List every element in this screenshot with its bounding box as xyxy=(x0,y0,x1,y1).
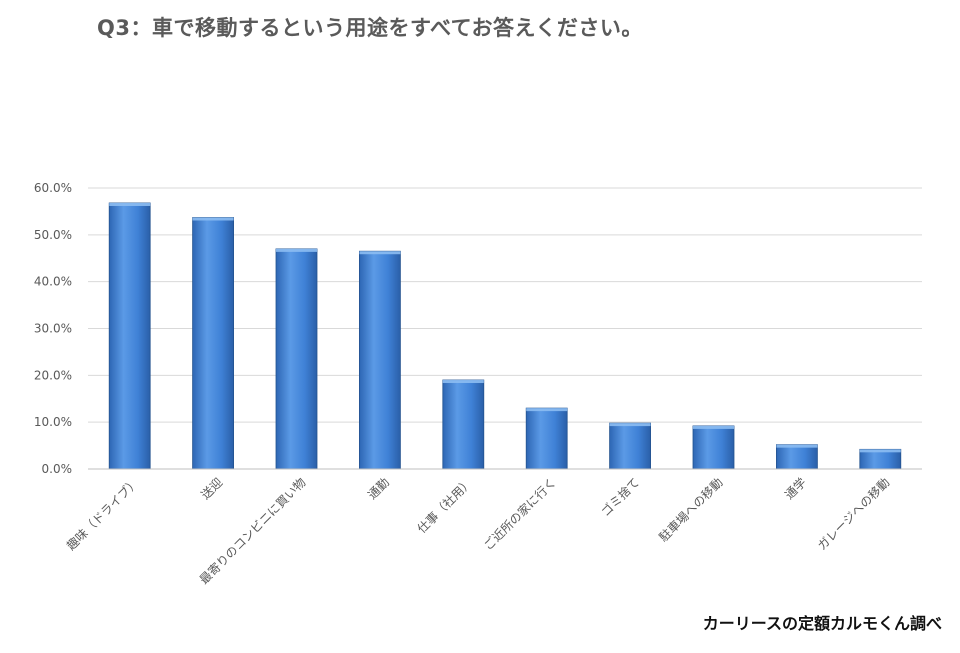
bar-rect xyxy=(692,425,735,470)
bar-top-highlight xyxy=(609,423,651,427)
bar-rect xyxy=(525,407,568,470)
x-category-label: 通勤 xyxy=(365,475,392,502)
y-tick-label: 50.0% xyxy=(34,228,72,242)
bar-top-highlight xyxy=(776,444,818,448)
source-credit: カーリースの定額カルモくん調べ xyxy=(702,614,942,633)
x-category-label: 駐車場への移動 xyxy=(656,475,726,545)
bar xyxy=(525,407,568,470)
bar-top-highlight xyxy=(693,425,734,429)
bar xyxy=(692,425,735,470)
bar-top-highlight xyxy=(526,408,568,412)
bar-rect xyxy=(358,250,401,470)
y-tick-label: 60.0% xyxy=(34,181,72,195)
bar-top-highlight xyxy=(276,248,317,252)
bar xyxy=(275,248,318,470)
bar-rect xyxy=(609,422,651,470)
bar-rect xyxy=(192,217,235,470)
bar-rect xyxy=(442,379,485,470)
y-axis-tick-labels: 0.0% 10.0% 20.0% 30.0% 40.0% 50.0% 60.0% xyxy=(34,181,72,476)
bar-top-highlight xyxy=(192,217,234,221)
y-tick-label: 20.0% xyxy=(34,368,72,382)
y-tick-label: 10.0% xyxy=(34,415,72,429)
bar-rect xyxy=(776,444,818,470)
bar xyxy=(859,448,902,470)
x-category-label: ご近所の家に行く xyxy=(480,475,558,553)
x-category-label: 通学 xyxy=(781,475,809,503)
x-category-label: 仕事（社用） xyxy=(414,475,476,537)
bar-rect xyxy=(108,202,151,470)
bar xyxy=(108,202,151,470)
x-category-label: 趣味（ドライブ） xyxy=(63,475,141,553)
bar xyxy=(776,444,818,470)
y-tick-label: 0.0% xyxy=(42,462,73,476)
bar-top-highlight xyxy=(442,380,484,384)
bar-rect xyxy=(275,248,318,470)
x-category-label: ガレージへの移動 xyxy=(815,475,893,553)
bar-top-highlight xyxy=(359,251,401,255)
bar xyxy=(442,379,485,470)
x-category-label: ゴミ捨て xyxy=(598,475,643,520)
x-category-label: 送迎 xyxy=(198,475,226,503)
bar xyxy=(609,422,651,470)
bar xyxy=(358,250,401,470)
y-tick-label: 40.0% xyxy=(34,275,72,289)
chart-title: Q3：車で移動するという用途をすべてお答えください。 xyxy=(97,16,643,40)
bars xyxy=(108,202,902,470)
bar-top-highlight xyxy=(859,449,901,453)
bar-top-highlight xyxy=(109,202,151,206)
bar xyxy=(192,217,235,470)
y-tick-label: 30.0% xyxy=(34,322,72,336)
